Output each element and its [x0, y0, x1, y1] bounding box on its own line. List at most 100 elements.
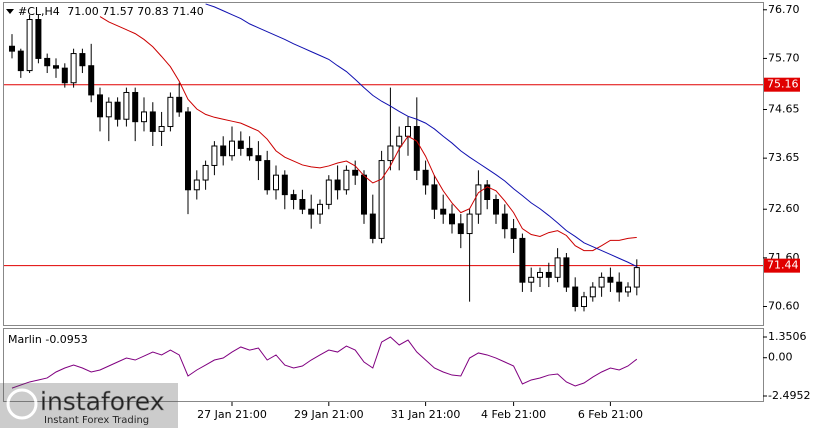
- candle-body: [589, 286, 596, 298]
- candle-body: [158, 126, 165, 132]
- candle-body: [537, 271, 543, 278]
- candle-body: [97, 94, 103, 118]
- candle-body: [422, 169, 429, 186]
- candle-body: [35, 19, 42, 59]
- watermark-logo: [6, 388, 38, 420]
- header-value: 71.40: [172, 5, 204, 18]
- candle-body: [61, 67, 68, 84]
- y-tick-label: 75.70: [768, 51, 800, 64]
- indicator-name: Marlin: [8, 333, 42, 346]
- watermark-tagline: Instant Forex Trading: [44, 415, 149, 426]
- candle-body: [88, 65, 95, 96]
- x-tick-label: 29 Jan 21:00: [294, 408, 364, 421]
- level-label-bg: [764, 258, 800, 273]
- candle-body: [405, 126, 411, 137]
- candle-body: [449, 213, 455, 225]
- candle-body: [149, 111, 156, 132]
- sub-frame: [3, 328, 764, 402]
- candle-body: [17, 50, 24, 72]
- candle-body: [528, 276, 535, 283]
- candle-body: [431, 184, 438, 210]
- line: [99, 16, 637, 252]
- candle-body: [457, 223, 464, 235]
- candle-body: [466, 213, 473, 235]
- candle-body: [44, 57, 51, 67]
- candle-body: [123, 91, 130, 120]
- candle-body: [334, 179, 341, 191]
- candle-body: [563, 257, 570, 288]
- candle-body: [440, 208, 447, 215]
- candle-body: [493, 198, 499, 215]
- candle-body: [211, 145, 218, 166]
- candle-body: [413, 126, 420, 171]
- line: [11, 336, 638, 389]
- x-tick-label: 4 Feb 21:00: [481, 408, 546, 421]
- candle-body: [132, 91, 139, 123]
- candle-body: [501, 213, 508, 230]
- candle-body: [185, 111, 191, 191]
- indicator-header: Marlin -0.0953: [8, 333, 88, 346]
- y-tick-label: 76.70: [768, 3, 800, 16]
- chart-header: #CL,H4 71.00 71.57 70.83 71.40: [18, 5, 204, 18]
- candle-body: [237, 140, 244, 149]
- y-tick-label: 72.60: [768, 202, 800, 215]
- y-tick-label: 1.3506: [768, 330, 807, 343]
- main-frame: [3, 2, 764, 326]
- candle-body: [387, 145, 394, 162]
- candle-body: [299, 198, 306, 210]
- candle-body: [616, 281, 623, 293]
- candle-body: [202, 164, 209, 181]
- candle-body: [273, 174, 279, 191]
- header-value: 71.00: [67, 5, 99, 18]
- candle-body: [625, 286, 631, 293]
- candle-body: [53, 65, 59, 69]
- candle-body: [519, 237, 526, 283]
- candle-body: [484, 184, 491, 200]
- y-tick-label: 70.60: [768, 300, 800, 313]
- candle-body: [554, 257, 561, 278]
- menu-triangle: [6, 9, 14, 14]
- y-tick-label: 0.00: [768, 351, 793, 364]
- x-tick-label: 27 Jan 21:00: [197, 408, 267, 421]
- candle-body: [545, 271, 552, 278]
- candle-body: [325, 179, 332, 205]
- candle-body: [361, 174, 367, 215]
- candle-body: [193, 179, 200, 191]
- x-tick-label: 6 Feb 21:00: [578, 408, 643, 421]
- candle-body: [572, 286, 579, 308]
- candle-body: [607, 276, 614, 283]
- candle-body: [343, 169, 350, 191]
- candle-body: [220, 145, 227, 157]
- watermark-brand: instaforex: [40, 387, 165, 416]
- y-tick-label: -2.4952: [768, 389, 810, 402]
- watermark-bg: [0, 383, 178, 428]
- candle-body: [246, 147, 253, 157]
- candle-body: [308, 208, 315, 215]
- candle-body: [114, 101, 121, 120]
- symbol: #CL,H4: [18, 5, 60, 18]
- watermark: instaforex Instant Forex Trading: [0, 383, 178, 428]
- candle-body: [281, 174, 288, 196]
- candle-body: [290, 194, 297, 200]
- candle-body: [475, 184, 482, 215]
- candle-body: [176, 96, 183, 113]
- candle-body: [396, 135, 403, 147]
- candle-body: [581, 296, 587, 308]
- candle-body: [317, 203, 323, 215]
- header-value: 71.57: [102, 5, 134, 18]
- level-label-bg: [764, 77, 800, 92]
- candle-body: [255, 155, 262, 162]
- level-label: 75.16: [767, 78, 799, 91]
- indicator-value: -0.0953: [45, 333, 87, 346]
- level-label: 71.44: [767, 259, 799, 272]
- candle-body: [79, 53, 86, 67]
- y-tick-label: 73.65: [768, 151, 800, 164]
- candle-body: [378, 160, 385, 239]
- header-value: 70.83: [137, 5, 169, 18]
- candle-body: [598, 276, 605, 288]
- y-tick-label: 74.65: [768, 103, 800, 116]
- candle-body: [369, 213, 376, 239]
- candle-body: [167, 96, 174, 128]
